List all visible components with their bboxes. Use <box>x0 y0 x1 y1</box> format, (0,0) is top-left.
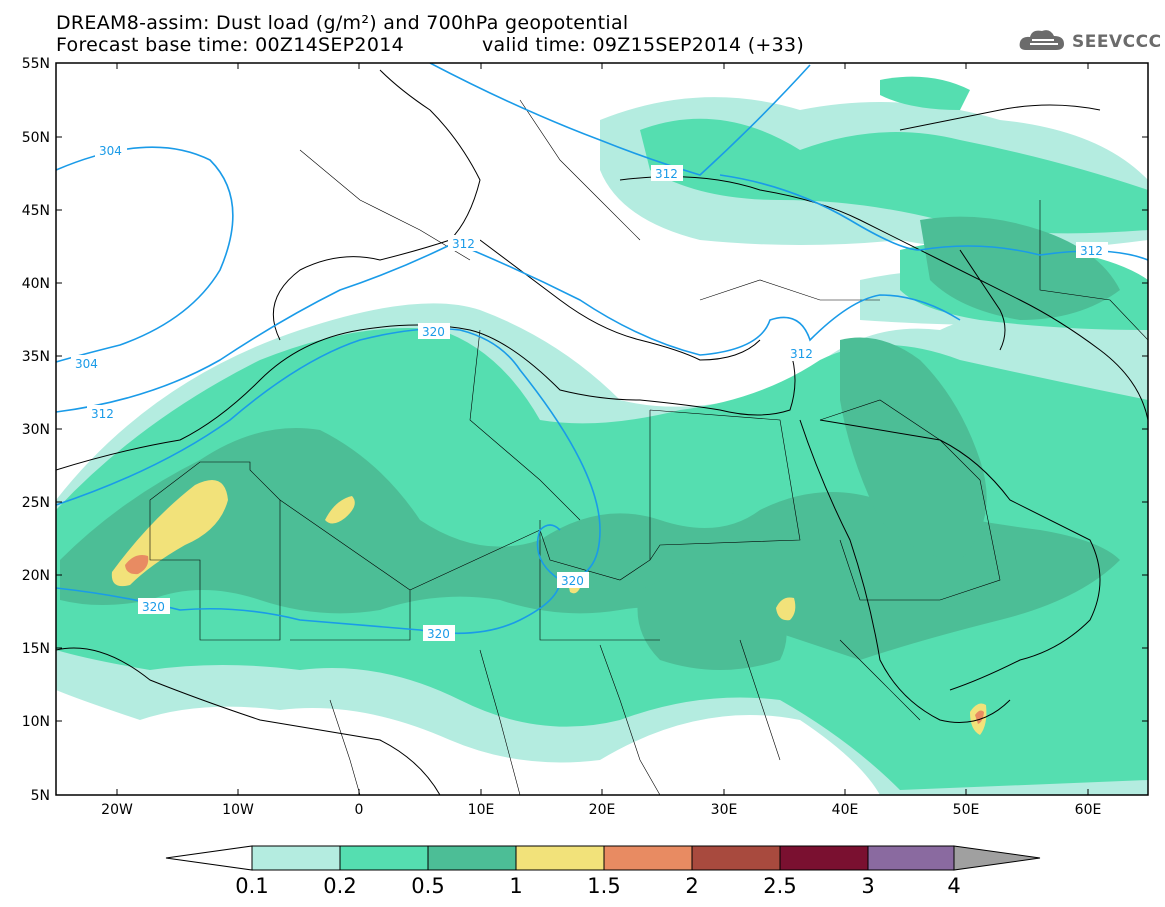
lon-axis <box>116 63 1089 795</box>
cloud-icon <box>1019 30 1064 50</box>
lon-label: 20E <box>589 802 616 818</box>
lon-label: 30E <box>711 802 738 818</box>
lon-label: 10E <box>468 802 495 818</box>
colorbar-label: 2 <box>685 874 698 898</box>
contour-label-320: 320 <box>561 574 584 588</box>
colorbar-label: 1 <box>509 874 522 898</box>
colorbar-swatch <box>251 845 341 871</box>
contour-label-304: 304 <box>99 144 122 158</box>
contour-label-304: 304 <box>75 357 98 371</box>
contour-labels: 304 304 312 312 312 312 312 320 320 320 … <box>71 142 1108 641</box>
lat-label: 20N <box>22 568 50 584</box>
lat-label: 45N <box>22 203 50 219</box>
coastlines <box>56 69 1148 795</box>
colorbar-label: 1.5 <box>587 874 620 898</box>
lat-label: 5N <box>31 788 50 804</box>
contour-label-312: 312 <box>655 167 678 181</box>
lat-axis <box>56 62 1148 722</box>
lat-label: 30N <box>22 422 50 438</box>
lat-label: 25N <box>22 495 50 511</box>
valid-time: valid time: 09Z15SEP2014 (+33) <box>482 34 805 56</box>
contour-label-320: 320 <box>427 627 450 641</box>
map-title: DREAM8-assim: Dust load (g/m²) and 700hP… <box>56 12 629 34</box>
colorbar-high-arrow <box>953 845 1041 871</box>
dust-level-1-5 <box>125 555 984 724</box>
colorbar-label: 0.1 <box>235 874 268 898</box>
logo-text: SEEVCCC <box>1072 32 1162 52</box>
lat-label: 15N <box>22 641 50 657</box>
contour-label-312: 312 <box>452 237 475 251</box>
colorbar-swatch <box>515 845 605 871</box>
colorbar-label: 2.5 <box>763 874 796 898</box>
lat-label: 35N <box>22 349 50 365</box>
colorbar-label: 0.2 <box>323 874 356 898</box>
lon-label: 40E <box>832 802 859 818</box>
lat-label: 55N <box>22 56 50 72</box>
lon-label: 20W <box>101 802 133 818</box>
colorbar-swatch <box>867 845 955 871</box>
colorbar-label: 4 <box>947 874 960 898</box>
country-borders <box>149 99 1148 795</box>
lat-label: 40N <box>22 276 50 292</box>
lon-label: 50E <box>953 802 980 818</box>
lon-label: 0 <box>355 802 364 818</box>
contour-label-320: 320 <box>142 600 165 614</box>
colorbar-swatch <box>691 845 781 871</box>
contour-label-312: 312 <box>91 407 114 421</box>
lat-label: 10N <box>22 714 50 730</box>
contour-label-312: 312 <box>790 347 813 361</box>
lon-label: 60E <box>1075 802 1102 818</box>
lat-label: 50N <box>22 130 50 146</box>
contour-label-312: 312 <box>1080 244 1103 258</box>
colorbar-label: 0.5 <box>411 874 444 898</box>
colorbar <box>165 845 1041 871</box>
colorbar-low-arrow <box>165 845 253 871</box>
colorbar-swatch <box>779 845 869 871</box>
colorbar-label: 3 <box>861 874 874 898</box>
forecast-base-time: Forecast base time: 00Z14SEP2014 <box>56 34 404 56</box>
colorbar-swatch <box>339 845 429 871</box>
colorbar-swatch <box>427 845 517 871</box>
colorbar-swatch <box>603 845 693 871</box>
lon-label: 10W <box>222 802 254 818</box>
contour-label-320: 320 <box>422 325 445 339</box>
